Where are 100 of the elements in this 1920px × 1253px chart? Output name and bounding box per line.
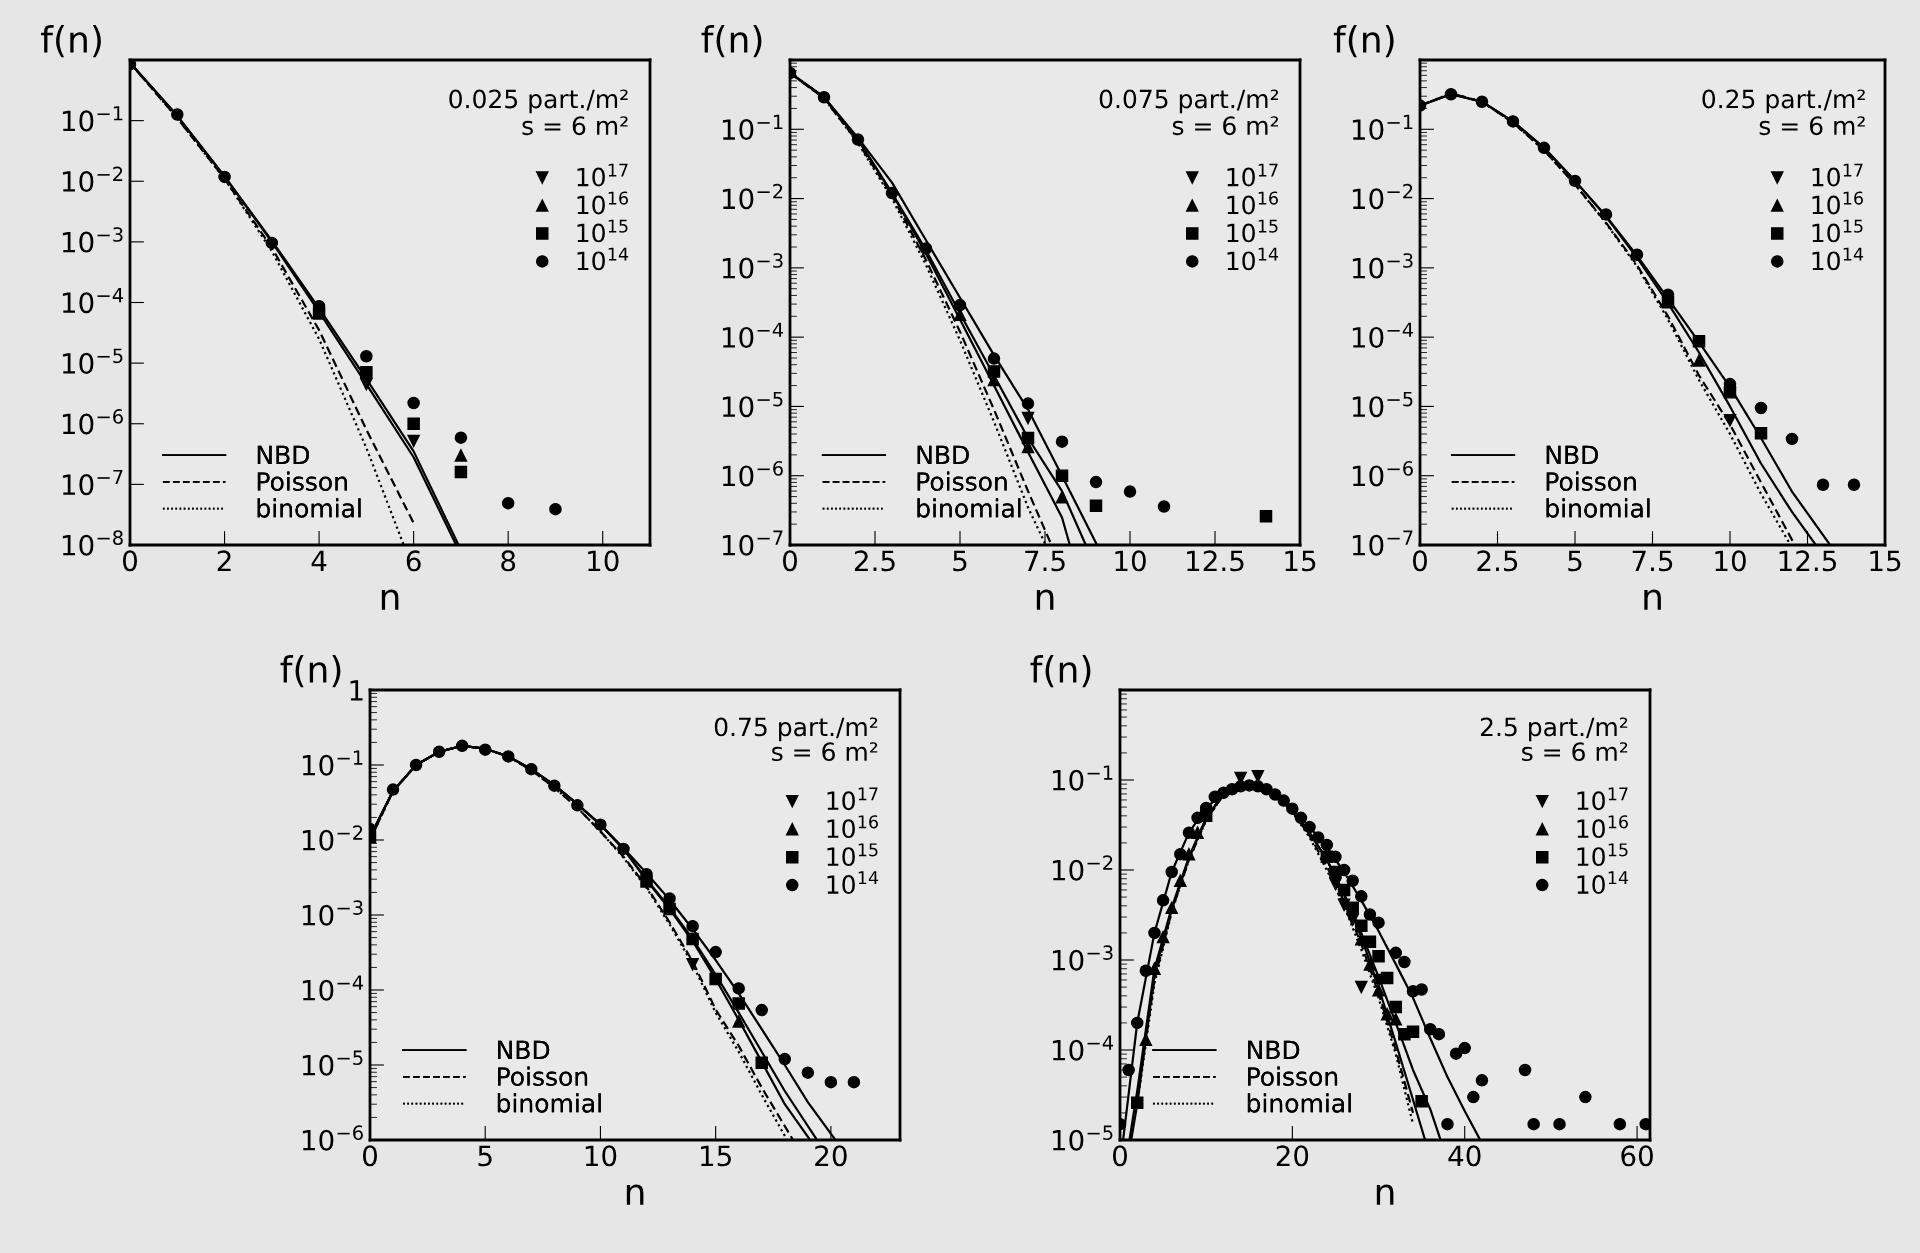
y-tick-label: 10$^{−1}$	[1052, 765, 1113, 791]
y-tick-label: 10$^{−5}$	[722, 391, 783, 418]
legend-label: 10$^{14}$	[1227, 247, 1279, 271]
y-tick-label: 10$^{−3}$	[1052, 945, 1113, 971]
legend-label: 10$^{14}$	[1577, 871, 1629, 895]
y-tick-label: 10$^{−4}$	[1352, 322, 1414, 348]
legend-label: 10$^{17}$	[1812, 163, 1863, 187]
legend-label: binomial	[1546, 498, 1650, 518]
x-axis-title: n	[381, 589, 399, 610]
annotation: s = 6 m²	[1172, 116, 1279, 136]
annotation: s = 6 m²	[1759, 116, 1865, 136]
x-tick-label: 2.5	[854, 550, 895, 572]
legend-label: NBD	[917, 445, 969, 464]
annotation: s = 6 m²	[772, 742, 878, 762]
y-axis-title: f(n)	[701, 25, 762, 58]
x-axis-title: n	[1376, 1184, 1394, 1205]
x-axis-title: n	[1644, 589, 1661, 610]
x-tick-label: 20	[815, 1145, 847, 1167]
x-tick-label: 8	[501, 550, 516, 572]
y-tick-label: 10$^{−3}$	[62, 227, 123, 253]
legend-label: NBD	[498, 1040, 550, 1059]
annotation: s = 6 m²	[1522, 742, 1628, 762]
annotation: 0.075 part./m²	[1099, 89, 1279, 114]
legend-label: 10$^{15}$	[1812, 219, 1863, 243]
legend-label: Poisson	[1546, 471, 1636, 491]
annotation: 0.25 part./m²	[1702, 89, 1865, 114]
y-tick-label: 10$^{−4}$	[722, 322, 784, 348]
legend-label: 10$^{14}$	[577, 247, 629, 271]
y-tick-label: 10$^{−7}$	[722, 530, 783, 556]
x-tick-label: 15	[701, 1145, 731, 1167]
y-tick-label: 10$^{−3}$	[1352, 253, 1413, 279]
legend-label: binomial	[1247, 1093, 1351, 1113]
y-tick-label: 10$^{−1}$	[302, 750, 363, 776]
legend-label: 10$^{16}$	[577, 191, 628, 215]
annotation: s = 6 m²	[522, 116, 628, 136]
legend-label: Poisson	[1248, 1066, 1338, 1086]
legend-label: binomial	[497, 1093, 601, 1113]
annotation: 2.5 part./m²	[1480, 717, 1628, 742]
y-tick-label: 10$^{−7}$	[1352, 530, 1413, 556]
y-tick-label: 10$^{−6}$	[62, 409, 123, 435]
legend-label: binomial	[257, 498, 361, 518]
x-axis-title: n	[1036, 589, 1054, 610]
y-tick-label: 10$^{−4}$	[1052, 1035, 1114, 1061]
legend-label: Poisson	[917, 471, 1007, 491]
legend-label: 10$^{17}$	[1577, 787, 1628, 811]
legend-label: Poisson	[257, 471, 347, 491]
legend-label: 10$^{16}$	[1577, 815, 1628, 839]
legend-label: NBD	[257, 445, 310, 464]
x-tick-label: 0	[1412, 550, 1427, 572]
annotation: 0.025 part./m²	[449, 89, 628, 114]
x-tick-label: 0	[1112, 1145, 1127, 1167]
y-axis-title: f(n)	[1030, 655, 1091, 688]
y-tick-label: 10$^{−2}$	[722, 183, 783, 210]
x-tick-label: 5	[953, 550, 967, 572]
y-tick-label: 10$^{−4}$	[302, 975, 364, 1001]
y-tick-label: 10$^{−6}$	[722, 460, 783, 487]
x-tick-label: 20	[1276, 1145, 1309, 1167]
x-tick-label: 12.5	[1187, 550, 1244, 572]
y-axis-title: f(n)	[41, 25, 101, 58]
x-tick-label: 0	[362, 1145, 377, 1167]
y-tick-label: 10$^{−4}$	[62, 288, 124, 314]
y-tick-label: 1	[350, 680, 363, 701]
legend-label: 10$^{16}$	[1812, 191, 1863, 215]
x-tick-label: 12.5	[1779, 550, 1836, 572]
legend-label: NBD	[1546, 445, 1598, 464]
y-tick-label: 10$^{−1}$	[1352, 114, 1413, 141]
x-tick-label: 5	[478, 1145, 492, 1167]
y-tick-label: 10$^{−3}$	[302, 900, 363, 926]
x-tick-label: 0	[782, 550, 797, 572]
x-tick-label: 10	[1115, 550, 1146, 572]
y-tick-label: 10$^{−2}$	[62, 166, 123, 192]
x-tick-label: 7.5	[1025, 550, 1065, 572]
y-tick-label: 10$^{−6}$	[1352, 460, 1413, 487]
y-axis-title: f(n)	[280, 655, 341, 688]
y-tick-label: 10$^{−5}$	[62, 348, 123, 374]
x-tick-label: 15	[1870, 550, 1901, 572]
annotation: 0.75 part./m²	[714, 717, 878, 742]
x-tick-label: 5	[1568, 550, 1582, 572]
y-tick-label: 10$^{−5}$	[302, 1050, 363, 1076]
legend-label: Poisson	[498, 1066, 588, 1086]
legend-label: binomial	[917, 498, 1021, 518]
x-tick-label: 10	[588, 550, 619, 572]
legend-label: 10$^{17}$	[577, 163, 628, 187]
legend-label: 10$^{15}$	[1227, 219, 1278, 243]
y-tick-label: 10$^{−7}$	[62, 469, 123, 496]
legend-label: 10$^{14}$	[1812, 247, 1864, 271]
legend-label: 10$^{15}$	[1577, 843, 1628, 867]
legend-label: 10$^{17}$	[827, 787, 878, 811]
legend-label: NBD	[1248, 1040, 1300, 1059]
y-tick-label: 10$^{−2}$	[302, 825, 363, 851]
y-tick-label: 10$^{−6}$	[302, 1125, 363, 1151]
x-tick-label: 40	[1448, 1145, 1481, 1167]
x-tick-label: 10	[1715, 550, 1746, 572]
x-tick-label: 15	[1285, 550, 1316, 572]
legend-label: 10$^{14}$	[827, 871, 879, 895]
y-tick-label: 10$^{−8}$	[62, 530, 123, 556]
legend-label: 10$^{15}$	[827, 843, 878, 867]
legend-label: 10$^{17}$	[1227, 163, 1278, 187]
x-tick-label: 6	[406, 550, 421, 572]
legend-label: 10$^{16}$	[827, 815, 878, 839]
